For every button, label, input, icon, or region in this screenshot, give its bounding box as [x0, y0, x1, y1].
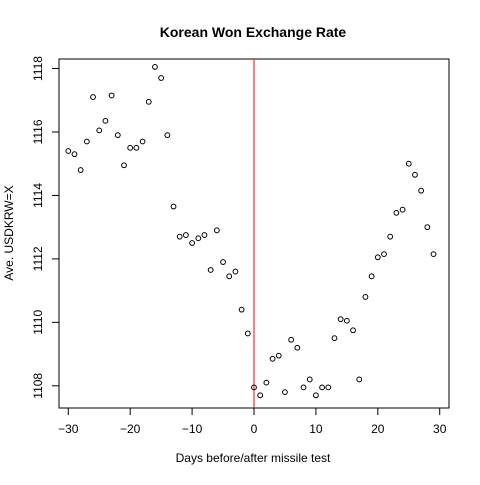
data-point	[90, 94, 96, 100]
data-point	[325, 384, 332, 391]
x-axis-label: Days before/after missile test	[176, 451, 331, 465]
data-point	[269, 355, 276, 362]
x-tick-label: 20	[371, 422, 385, 436]
data-point	[343, 317, 350, 324]
data-point	[381, 251, 387, 258]
data-point	[244, 330, 251, 337]
data-point	[152, 64, 158, 70]
data-point	[183, 232, 189, 238]
data-point	[232, 268, 239, 275]
data-point	[393, 209, 400, 216]
data-point	[387, 233, 394, 240]
data-point	[430, 251, 437, 258]
data-point	[226, 273, 233, 280]
data-point	[127, 144, 134, 151]
y-tick-label: 1116	[31, 119, 45, 144]
data-point	[207, 267, 214, 273]
data-point	[319, 384, 325, 391]
chart-title: Korean Won Exchange Rate	[160, 24, 347, 40]
data-point	[282, 389, 288, 396]
data-point	[201, 232, 208, 238]
data-point	[238, 306, 245, 313]
x-tick-label: 10	[309, 422, 323, 436]
data-point	[350, 327, 356, 334]
data-point	[405, 160, 412, 167]
data-point	[96, 127, 103, 134]
data-point	[170, 203, 177, 210]
data-point	[275, 352, 282, 359]
data-point	[102, 117, 109, 124]
data-point	[108, 92, 115, 99]
data-point	[77, 167, 84, 173]
data-point	[374, 254, 381, 261]
y-tick-label: 1108	[31, 373, 45, 399]
data-point	[331, 335, 338, 342]
data-point	[306, 376, 313, 383]
x-axis: −30 −20 −10 0 10 20 30	[58, 407, 447, 436]
data-point	[300, 384, 307, 391]
data-point	[189, 240, 195, 246]
y-axis-label: Ave. USDKRW=X	[2, 185, 16, 280]
x-tick-label: −30	[58, 422, 79, 436]
y-tick-label: 1112	[31, 246, 45, 271]
data-point	[158, 75, 165, 81]
data-point	[257, 392, 264, 399]
data-point	[195, 235, 202, 242]
data-point	[313, 392, 319, 399]
data-point	[288, 336, 295, 343]
data-point	[356, 376, 363, 383]
data-point	[176, 233, 183, 240]
data-point	[337, 316, 344, 323]
y-tick-label: 1110	[31, 310, 45, 335]
x-tick-label: −20	[120, 422, 141, 436]
data-point	[145, 98, 152, 105]
x-tick-label: 0	[251, 422, 258, 436]
data-point	[213, 227, 220, 234]
data-point	[263, 379, 270, 386]
x-tick-label: −10	[182, 422, 203, 436]
y-axis: 1108 1110 1112 1114 1116 1118	[31, 56, 60, 399]
data-point	[251, 384, 257, 391]
y-tick-label: 1118	[31, 56, 45, 81]
data-point	[71, 151, 78, 158]
y-tick-label: 1114	[31, 183, 45, 208]
data-point	[362, 294, 369, 300]
data-point	[133, 144, 140, 151]
data-point	[418, 187, 425, 194]
data-point	[412, 171, 418, 178]
data-point	[220, 259, 226, 265]
data-point	[121, 162, 127, 169]
data-point	[83, 138, 90, 145]
data-point	[65, 148, 72, 154]
data-points	[65, 64, 437, 399]
x-tick-label: 30	[433, 422, 447, 436]
data-point	[294, 344, 301, 351]
data-point	[368, 273, 375, 280]
data-point	[424, 224, 431, 231]
data-point	[399, 206, 406, 213]
data-point	[114, 132, 121, 139]
data-point	[139, 138, 146, 145]
data-point	[164, 132, 171, 139]
